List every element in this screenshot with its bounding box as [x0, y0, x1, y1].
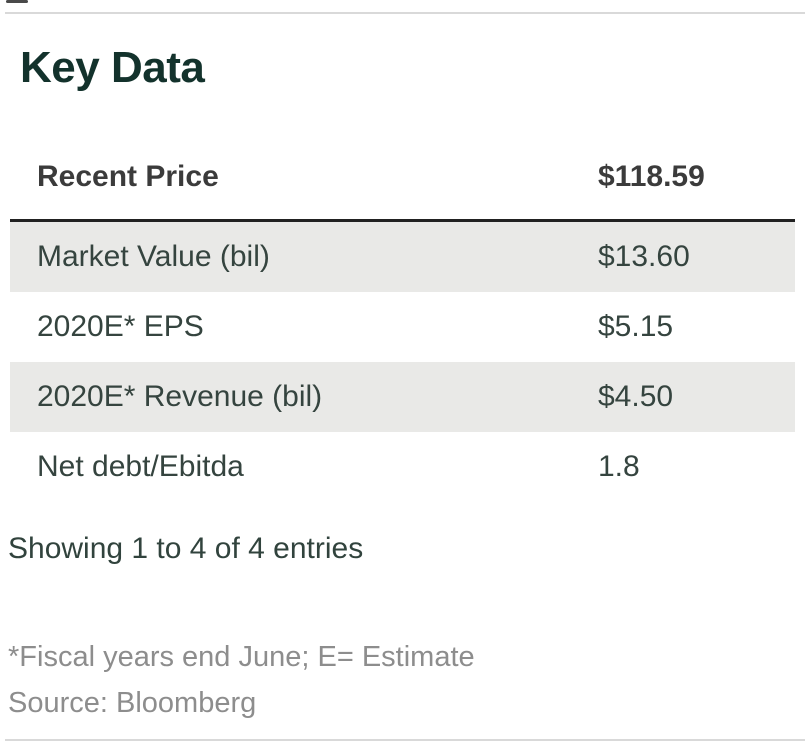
header-label: Recent Price — [37, 160, 219, 193]
footnote-fiscal-note: *Fiscal years end June; E= Estimate — [8, 641, 475, 673]
row-value: $5.15 — [598, 310, 674, 343]
row-label: Market Value (bil) — [37, 240, 270, 273]
table-row-revenue: 2020E* Revenue (bil) $4.50 — [10, 362, 795, 432]
top-left-artifact — [6, 0, 28, 3]
table-body: Market Value (bil) $13.60 2020E* EPS $5.… — [10, 222, 795, 502]
row-label: 2020E* Revenue (bil) — [37, 380, 323, 413]
key-data-table: Recent Price $118.59 Market Value (bil) … — [10, 135, 795, 502]
row-value: $13.60 — [598, 240, 690, 273]
footnote-source: Source: Bloomberg — [8, 687, 257, 719]
page-title: Key Data — [20, 43, 205, 92]
table-row-market-value: Market Value (bil) $13.60 — [10, 222, 795, 292]
table-row-eps: 2020E* EPS $5.15 — [10, 292, 795, 362]
table-entries-status: Showing 1 to 4 of 4 entries — [8, 532, 364, 565]
table-header-row: Recent Price $118.59 — [10, 135, 795, 222]
header-value: $118.59 — [598, 160, 705, 193]
top-divider — [5, 12, 805, 14]
row-label: 2020E* EPS — [37, 310, 204, 343]
table-row-net-debt: Net debt/Ebitda 1.8 — [10, 432, 795, 502]
footnotes: *Fiscal years end June; E= Estimate Sour… — [8, 634, 810, 726]
row-value: $4.50 — [598, 380, 674, 413]
row-label: Net debt/Ebitda — [37, 450, 244, 483]
bottom-divider — [5, 739, 805, 741]
row-value: 1.8 — [598, 450, 640, 483]
